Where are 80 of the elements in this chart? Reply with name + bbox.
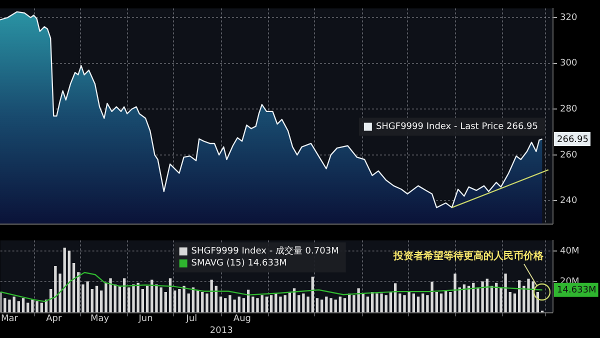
bar [343,298,346,312]
bar [408,292,410,312]
y-tick-label: 280 [560,104,578,114]
y-tick-label: 300 [560,58,578,69]
bar [132,284,135,312]
x-tick-label: Mar [1,314,18,324]
bar [40,302,43,312]
bar [338,296,342,312]
bar [422,294,424,312]
bar [260,295,264,312]
annotation: 14.633M [557,286,596,296]
y-tick-label: 240 [560,196,578,206]
bar [444,290,448,312]
bar [311,276,314,312]
bar [362,294,364,312]
bar [174,290,176,312]
bar [122,278,126,312]
bar [518,280,521,312]
bar [72,262,76,312]
bar [68,250,71,312]
bar [100,290,103,312]
bar [334,300,337,312]
bar [4,298,6,312]
bar [187,294,190,312]
bar [398,294,402,312]
x-tick-label: Jun [138,314,153,324]
bar [95,286,98,312]
annotation: 266.95 [557,134,588,145]
y-tick-label: 260 [560,150,578,160]
bar [196,290,200,312]
y-tick-label: 320 [560,12,578,23]
bar [320,300,324,312]
bar [206,294,208,312]
x-tick-label: Aug [233,314,251,324]
bar [128,287,130,312]
bar [26,302,30,312]
bar [508,292,512,312]
bar [389,292,392,312]
bar [224,298,227,312]
bar [403,295,406,312]
bar [270,295,273,312]
bar [118,286,122,312]
bar [219,296,222,312]
bar [513,294,516,312]
bar [17,301,20,312]
bar [77,272,80,312]
x-tick-label: Apr [46,314,62,324]
bar [242,298,246,312]
legend-label: SHGF9999 Index - Last Price 266.95 [376,122,538,132]
bar [316,298,319,312]
bar [274,294,278,312]
bar [435,292,438,312]
y-tick-label: 40M [560,246,580,256]
bar [238,296,240,312]
bar [141,288,144,312]
bar [146,286,149,312]
bar [330,298,332,312]
annotation: 投资者希望等待更高的人民币价格 [392,250,545,262]
bar [527,278,530,312]
bar [486,278,488,312]
bar [366,296,370,312]
bar [63,248,66,312]
bar [8,300,11,312]
bar [384,295,388,312]
bar [201,292,204,312]
x-tick-label: May [90,314,110,324]
bar [325,296,328,312]
bar [22,298,25,312]
text: 2013 [210,326,233,336]
bar [12,296,16,312]
bar [412,294,416,312]
bar [164,292,167,312]
legend-label: SMAVG (15) 14.633M [191,258,287,269]
bar [298,295,300,312]
bar [416,296,420,312]
legend-label: SHGF9999 Index - 成交量 0.703M [191,246,339,257]
bar [265,296,268,312]
bar [440,294,443,312]
bar [90,288,94,312]
x-tick-label: Jul [185,314,198,324]
